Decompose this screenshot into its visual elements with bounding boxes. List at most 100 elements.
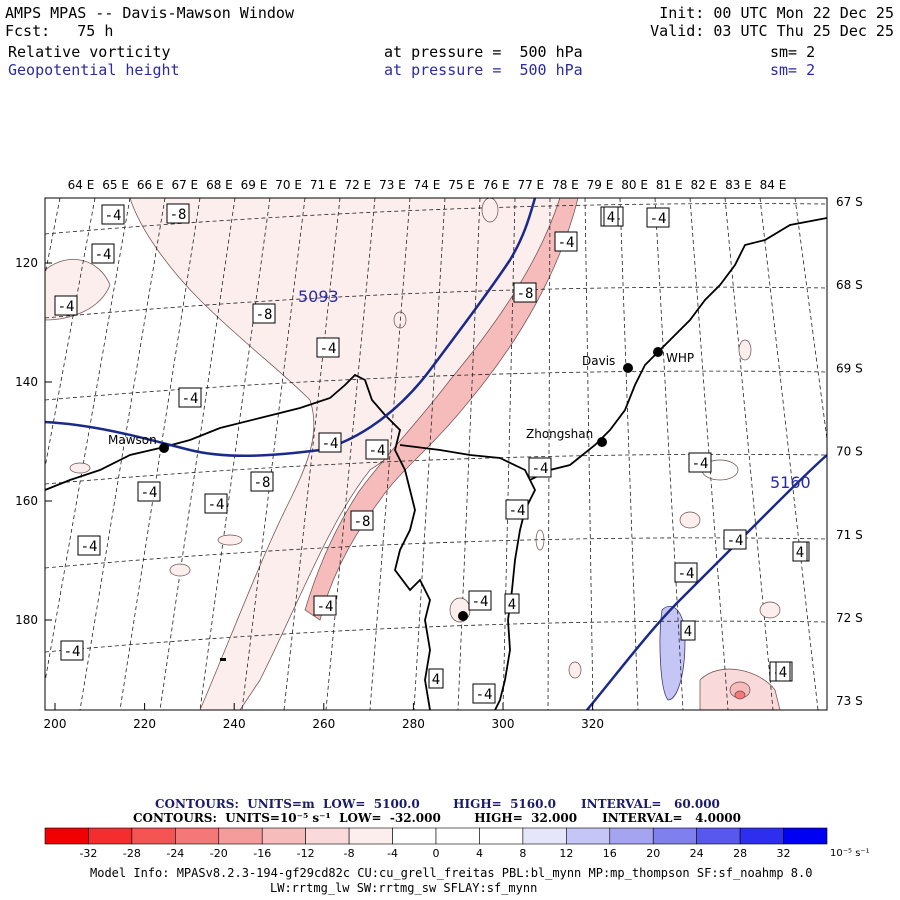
- colorbar-label: -24: [166, 847, 184, 860]
- svg-text:-4: -4: [95, 247, 112, 263]
- vorticity-label: 4: [603, 206, 619, 227]
- svg-text:-4: -4: [369, 443, 386, 459]
- svg-text:-4: -4: [58, 299, 75, 315]
- plot-frame: [44, 197, 828, 711]
- colorbar-cell: [44, 827, 89, 845]
- latitude-labels: 67 S 68 S 69 S 70 S 71 S 72 S 73 S: [836, 195, 863, 708]
- latitude-label: 72 S: [836, 611, 863, 625]
- svg-text:-4: -4: [141, 485, 158, 501]
- colorbar-label: 12: [559, 847, 573, 860]
- longitude-label: 80 E: [621, 178, 648, 192]
- longitude-label: 64 E: [68, 178, 95, 192]
- colorbar-label: -12: [297, 847, 315, 860]
- small-mark: [220, 658, 226, 661]
- latitude-label: 69 S: [836, 361, 863, 375]
- y-tick-label: 160: [15, 494, 38, 508]
- latitude-grid: [45, 203, 827, 653]
- colorbar-cell: [522, 827, 567, 845]
- colorbar-label: -4: [387, 847, 398, 860]
- vorticity-label: -4: [472, 683, 496, 704]
- station-whp-marker: [653, 347, 663, 357]
- vorticity-label: 4: [775, 661, 791, 682]
- model-info-physics: LW:rrtmg_lw SW:rrtmg_sw SFLAY:sf_mynn: [270, 881, 538, 895]
- vorticity-label: 4: [504, 593, 520, 614]
- vorticity-label: -8: [252, 303, 276, 324]
- vorticity-label: -4: [318, 432, 342, 453]
- colorbar-label: 32: [777, 847, 791, 860]
- x-tick-label: 260: [312, 717, 335, 731]
- longitude-label: 71 E: [310, 178, 337, 192]
- station-mawson-marker: [159, 443, 169, 453]
- station-zhongshan-marker: [597, 437, 607, 447]
- svg-text:-4: -4: [472, 594, 489, 610]
- colorbar-label: 16: [603, 847, 617, 860]
- x-tick-label: 280: [402, 717, 425, 731]
- init-time: Init: 00 UTC Mon 22 Dec 25: [659, 4, 894, 22]
- longitude-label: 70 E: [275, 178, 302, 192]
- field2-smoothing: sm= 2: [770, 61, 816, 79]
- vorticity-label: -4: [316, 337, 340, 358]
- svg-text:-4: -4: [558, 235, 575, 251]
- longitude-label: 73 E: [379, 178, 406, 192]
- latitude-label: 73 S: [836, 694, 863, 708]
- vorticity-label: -4: [646, 207, 670, 228]
- svg-text:-4: -4: [322, 436, 339, 452]
- colorbar-cell: [131, 827, 176, 845]
- coastline-amery: [529, 217, 827, 481]
- vorticity-contour-info: CONTOURS: UNITS=10⁻⁵ s⁻¹ LOW= -32.000 HI…: [133, 811, 741, 825]
- longitude-label: 66 E: [137, 178, 164, 192]
- colorbar-cell: [609, 827, 654, 845]
- longitude-label: 74 E: [414, 178, 441, 192]
- height-contour-5160: [586, 454, 827, 710]
- colorbar-cell: [88, 827, 133, 845]
- field1-smoothing: sm= 2: [770, 43, 816, 61]
- colorbar-label: -16: [253, 847, 271, 860]
- colorbar-label: 0: [433, 847, 440, 860]
- vorticity-label: -4: [688, 452, 712, 473]
- vorticity-colorbar: -32 -28 -24 -20 -16 -12 -8 -4 0 4 8 12 16 20 24 28 32 10⁻…: [44, 827, 870, 860]
- vorticity-label: -4: [204, 493, 228, 514]
- colorbar-unit: 10⁻⁵ s⁻¹: [830, 848, 870, 859]
- forecast-hour: Fcst: 75 h: [5, 22, 114, 40]
- longitude-label: 67 E: [171, 178, 198, 192]
- svg-text:-8: -8: [254, 475, 271, 491]
- colorbar-label: -8: [344, 847, 355, 860]
- colorbar-cell: [566, 827, 611, 845]
- colorbar-cell: [696, 827, 741, 845]
- station-label-zhongshan: Zhongshan: [526, 427, 593, 441]
- station-south-marker: [458, 611, 468, 621]
- height-label-5093: 5093: [298, 287, 339, 306]
- svg-text:-8: -8: [256, 307, 273, 323]
- vorticity-label: -4: [528, 457, 552, 478]
- svg-text:4: 4: [684, 624, 692, 640]
- svg-text:-8: -8: [517, 286, 534, 302]
- svg-text:-4: -4: [678, 566, 695, 582]
- colorbar-cell: [261, 827, 306, 845]
- svg-text:-8: -8: [170, 207, 187, 223]
- vorticity-label: 4: [428, 668, 444, 689]
- latitude-label: 68 S: [836, 278, 863, 292]
- coastline: [45, 373, 431, 710]
- longitude-label: 78 E: [552, 178, 579, 192]
- colorbar-label: -28: [123, 847, 141, 860]
- longitude-label: 84 E: [760, 178, 787, 192]
- longitude-label: 76 E: [483, 178, 510, 192]
- svg-text:4: 4: [508, 597, 516, 613]
- colorbar-cell: [175, 827, 220, 845]
- longitude-label: 82 E: [690, 178, 717, 192]
- colorbar-label: 24: [690, 847, 704, 860]
- vorticity-label: -4: [54, 295, 78, 316]
- svg-text:-4: -4: [105, 208, 122, 224]
- svg-text:-4: -4: [476, 687, 493, 703]
- vorticity-shading-positive: [659, 605, 686, 701]
- map-plot-area: [45, 198, 827, 710]
- vorticity-label: -4: [137, 481, 161, 502]
- height-contour-info: CONTOURS: UNITS=m LOW= 5100.0 HIGH= 5160…: [155, 797, 720, 811]
- svg-text:-4: -4: [727, 533, 744, 549]
- vorticity-label: -8: [166, 203, 190, 224]
- vorticity-label: -4: [468, 590, 492, 611]
- map-title: AMPS MPAS -- Davis-Mawson Window: [5, 4, 294, 22]
- svg-text:4: 4: [779, 665, 787, 681]
- colorbar-cell: [739, 827, 784, 845]
